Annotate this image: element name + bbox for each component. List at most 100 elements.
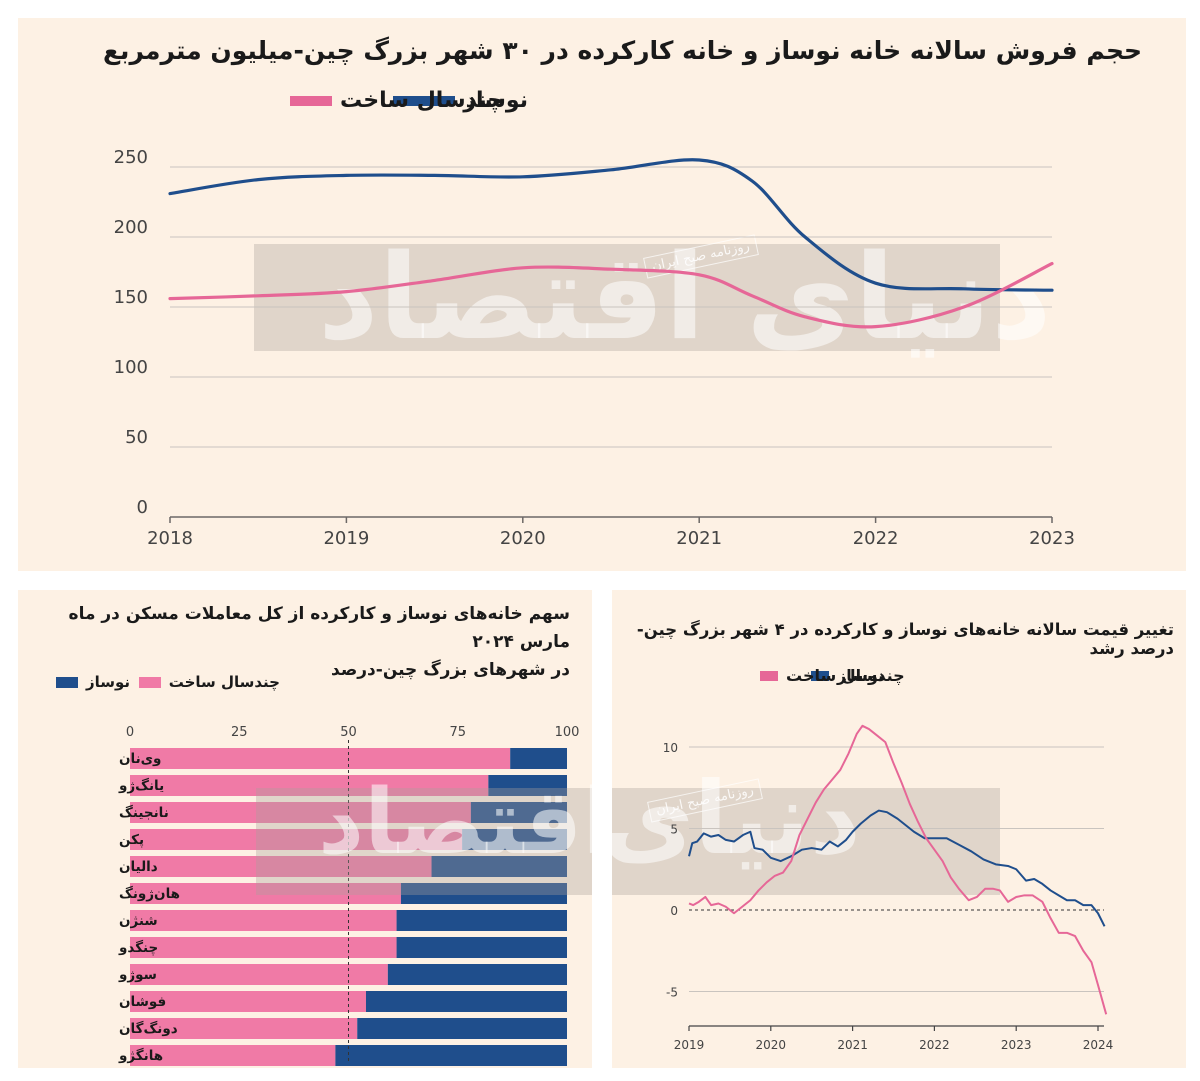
- chart3-legend-new-label: نوساز: [837, 666, 884, 685]
- chart2-bar-new: [510, 748, 567, 769]
- chart3-x-tick-label: 2020: [756, 1038, 787, 1052]
- chart1-y-tick-label: 150: [114, 287, 148, 308]
- chart2-category-label: هان‌ژونگ: [119, 885, 180, 902]
- chart2-bar-old: [130, 991, 366, 1012]
- chart2-bar-new: [396, 910, 567, 931]
- chart3-x-tick-label: 2023: [1001, 1038, 1032, 1052]
- chart1-y-tick-label: 50: [125, 427, 148, 448]
- chart1-legend-old-swatch: [290, 95, 332, 106]
- chart2-bar-old: [130, 748, 511, 769]
- watermark-box-2: [256, 788, 592, 895]
- chart2-bar-new: [470, 802, 567, 823]
- watermark-box: [254, 244, 1000, 351]
- watermark-box-3: [612, 788, 1000, 895]
- chart3-x-tick-label: 2019: [674, 1038, 705, 1052]
- chart2-bar-old: [130, 802, 471, 823]
- chart2-bar-old: [130, 937, 397, 958]
- chart2-category-label: دونگ‌گان: [119, 1020, 178, 1037]
- chart3-x-tick-label: 2024: [1083, 1038, 1114, 1052]
- share-bar-chart-panel: سهم خانه‌های نوساز و کارکرده از کل معامل…: [18, 590, 613, 1068]
- chart2-legend-old-label: چندسال ساخت: [168, 673, 280, 691]
- chart1-legend-new: نوساز: [393, 88, 528, 113]
- chart2-legend-new-label: نوساز: [86, 673, 131, 691]
- chart3-x-tick-label: 2021: [837, 1038, 868, 1052]
- chart3-y-tick-label: 5: [670, 823, 678, 837]
- chart3-legend-new: نوساز: [811, 666, 884, 685]
- chart2-category-label: نانجینگ: [119, 804, 169, 821]
- chart2-bar-new: [488, 775, 567, 796]
- watermark-logo-2: اقتصاد: [318, 770, 614, 875]
- chart2-x-tick-label: 100: [555, 725, 580, 740]
- chart2-bar-old: [130, 910, 397, 931]
- chart2-legend-old: چندسال ساخت: [138, 673, 280, 691]
- chart2-legend-old-swatch: [138, 676, 161, 688]
- chart1-y-tick-label: 0: [137, 497, 148, 518]
- chart2-title-line1: سهم خانه‌های نوساز و کارکرده از کل معامل…: [68, 604, 570, 652]
- annual-sales-chart-panel: حجم فروش سالانه خانه نوساز و خانه کارکرد…: [18, 18, 1186, 571]
- chart2-bar-new: [387, 964, 567, 985]
- chart2-legend-new: نوساز: [56, 673, 130, 691]
- chart2-bar-old: [130, 883, 401, 904]
- chart1-x-tick-label: 2022: [853, 528, 899, 549]
- chart3-title: تغییر قیمت سالانه خانه‌های نوساز و کارکر…: [636, 620, 1174, 658]
- chart2-category-label: یانگ‌ژو: [118, 777, 164, 794]
- chart2-x-tick-label: 75: [449, 725, 466, 740]
- chart2-category-label: شنژن: [119, 913, 158, 929]
- chart1-y-tick-label: 200: [114, 217, 148, 238]
- chart1-legend-new-swatch: [393, 95, 456, 106]
- chart2-category-label: دالیان: [119, 859, 158, 875]
- chart2-x-tick-label: 25: [231, 725, 248, 740]
- chart1-legend-old-label: چندسال ساخت: [340, 88, 504, 113]
- chart3-legend-old-swatch: [760, 670, 778, 681]
- chart1-svg: 0 50 100 150 200 250 2018 2019 2020 2021 2022 2023: [114, 147, 1075, 549]
- chart2-bar-old: [130, 964, 388, 985]
- chart2-category-label: وی‌نان: [119, 751, 161, 767]
- chart1-y-tick-label: 250: [114, 147, 148, 168]
- chart2-bar-new: [462, 829, 567, 850]
- chart1-title: حجم فروش سالانه خانه نوساز و خانه کارکرد…: [102, 36, 1142, 65]
- chart3-legend-old-label: چندسال ساخت: [786, 666, 905, 685]
- chart2-category-label: فوشان: [119, 994, 166, 1010]
- chart3-series-line-new: [688, 809, 1106, 927]
- chart2-title: سهم خانه‌های نوساز و کارکرده از کل معامل…: [18, 600, 570, 684]
- chart2-bar-new: [335, 1045, 567, 1066]
- chart3-y-tick-label: 0: [670, 904, 678, 918]
- watermark-logo-3: دنیای: [602, 760, 861, 877]
- chart2-x-tick-label: 0: [126, 725, 134, 740]
- chart1-series-line-old: [168, 262, 1054, 329]
- chart2-bar-new: [357, 1018, 567, 1039]
- chart2-bar-new: [431, 856, 567, 877]
- watermark-logo: دنیای اقتصاد: [318, 228, 1052, 366]
- chart2-x-tick-label: 50: [340, 725, 357, 740]
- chart2-bar-new: [400, 883, 567, 904]
- chart3-legend-old: چندسال ساخت: [760, 666, 905, 685]
- chart2-bar-old: [130, 1018, 358, 1039]
- chart2-bar-old: [130, 856, 432, 877]
- chart3-svg: -5 0 5 10 2019 2020 2021 2022 2023 2024: [663, 724, 1114, 1052]
- chart2-category-label: چنگدو: [118, 939, 158, 956]
- chart2-legend-new-swatch: [56, 676, 78, 688]
- chart2-bar-old: [130, 1045, 336, 1066]
- chart1-x-tick-label: 2023: [1029, 528, 1075, 549]
- chart2-bar-new: [396, 937, 567, 958]
- chart2-title-line2: در شهرهای بزرگ چین-درصد: [331, 660, 570, 680]
- chart3-x-tick-label: 2022: [919, 1038, 950, 1052]
- chart3-series-line-old: [688, 724, 1108, 1015]
- chart1-legend-old: چندسال ساخت: [290, 88, 503, 113]
- chart1-y-tick-label: 100: [114, 357, 148, 378]
- chart2-bar-old: [130, 829, 463, 850]
- chart3-y-tick-label: 10: [663, 741, 678, 755]
- chart2-bar-new: [365, 991, 567, 1012]
- chart1-series-line-new: [168, 158, 1054, 292]
- chart1-x-tick-label: 2019: [323, 528, 369, 549]
- chart1-x-tick-label: 2021: [676, 528, 722, 549]
- chart1-x-tick-label: 2018: [147, 528, 193, 549]
- chart2-svg: 0 25 50 75 100 وی‌نان یانگ‌ژو نانجینگ پکن دالیان ه…: [118, 725, 580, 1066]
- chart1-legend-new-label: نوساز: [463, 88, 528, 113]
- chart2-category-label: هانگژو: [118, 1047, 163, 1064]
- chart2-bar-old: [130, 775, 489, 796]
- chart3-legend-new-swatch: [811, 670, 829, 681]
- chart2-category-label: سوژو: [118, 967, 157, 983]
- price-change-chart-panel: تغییر قیمت سالانه خانه‌های نوساز و کارکر…: [602, 590, 1186, 1068]
- chart2-category-label: پکن: [119, 832, 144, 848]
